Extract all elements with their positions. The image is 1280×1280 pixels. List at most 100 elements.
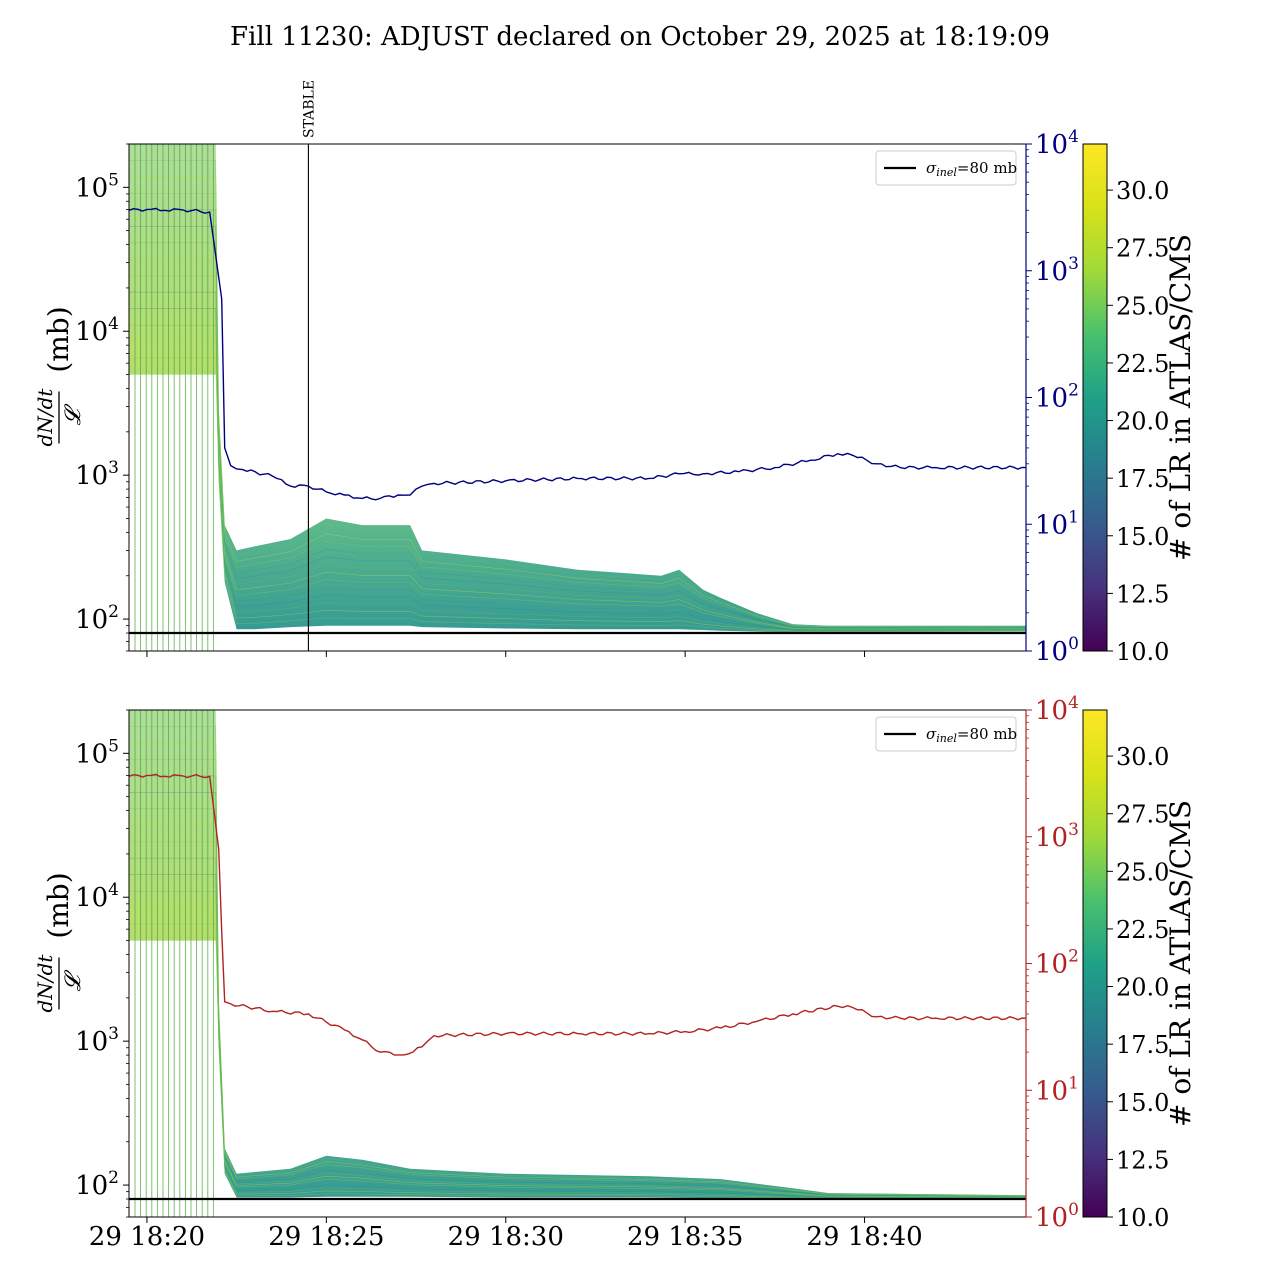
right-y-tick-base: 10 — [1035, 130, 1068, 160]
y-tick-base: 10 — [75, 739, 108, 769]
y-label-unit: (mb) — [42, 872, 75, 938]
lr-trace — [129, 308, 1026, 631]
colorbar-tick-label: 17.5 — [1116, 1031, 1169, 1059]
legend-sigma: σ — [926, 725, 937, 743]
right-y-tick-label: 102 — [1035, 947, 1079, 980]
y-tick-exp: 3 — [108, 1024, 119, 1044]
y-axis-label: dN/dt 𝓛 (mb) — [33, 872, 86, 1012]
colorbar-tick-label: 12.5 — [1116, 1146, 1169, 1174]
y-tick-label: 103 — [75, 1024, 119, 1057]
lr-band-0 — [129, 144, 1026, 633]
y-label-unit: (mb) — [42, 306, 75, 372]
lr-trace — [129, 242, 1026, 629]
colorbar-tick-label: 10.0 — [1116, 638, 1169, 666]
legend-rest: =80 mb — [957, 159, 1017, 177]
lr-trace — [129, 759, 1026, 1197]
y-tick-exp: 5 — [108, 170, 119, 190]
lr-trace — [129, 193, 1026, 628]
right-y-tick-label: 100 — [1035, 634, 1079, 667]
lr-trace — [129, 259, 1026, 630]
right-y-tick-base: 10 — [1035, 510, 1068, 540]
y-tick-base: 10 — [75, 883, 108, 913]
right-y-tick-base: 10 — [1035, 696, 1068, 726]
right-y-tick-label: 102 — [1035, 381, 1079, 414]
lr-trace — [129, 923, 1026, 1199]
right-y-tick-exp: 4 — [1068, 127, 1079, 147]
colorbar-tick-label: 27.5 — [1116, 801, 1169, 829]
y-tick-exp: 5 — [108, 736, 119, 756]
y-tick-label: 105 — [75, 170, 119, 203]
lr-trace — [129, 176, 1026, 627]
right-y-tick-exp: 4 — [1068, 693, 1079, 713]
colorbar-tick-label: 20.0 — [1116, 408, 1169, 436]
axes-frame — [128, 709, 1027, 1218]
y-label-numerator: dN/dt — [33, 954, 57, 1013]
lr-trace — [129, 357, 1026, 633]
lr-trace — [129, 341, 1026, 632]
x-tick-label: 29 18:30 — [448, 1222, 564, 1252]
right-y-tick-exp: 0 — [1068, 634, 1079, 654]
y-tick-label: 105 — [75, 736, 119, 769]
y-tick-base: 10 — [75, 317, 108, 347]
x-tick-label: 29 18:20 — [89, 1222, 205, 1252]
right-y-tick-label: 101 — [1035, 1073, 1079, 1106]
lr-band-0 — [129, 710, 1026, 1199]
right-y-tick-exp: 1 — [1068, 507, 1079, 527]
right-y-tick-base: 10 — [1035, 950, 1068, 980]
colorbar — [1082, 709, 1108, 1218]
y-tick-exp: 4 — [108, 314, 119, 334]
legend-box — [875, 716, 1017, 752]
right-y-tick-exp: 2 — [1068, 381, 1079, 401]
colorbar — [1082, 143, 1108, 652]
right-y-tick-exp: 0 — [1068, 1200, 1079, 1220]
colorbar-tick-label: 12.5 — [1116, 580, 1169, 608]
lr-trace — [129, 808, 1026, 1198]
colorbar-tick-label: 10.0 — [1116, 1204, 1169, 1232]
y-label-denominator: 𝓛 — [61, 404, 86, 426]
colorbar-label: # of LR in ATLAS/CMS — [1164, 800, 1197, 1127]
colorbar-tick-label: 25.0 — [1116, 858, 1169, 886]
colorbar-tick-label: 22.5 — [1116, 350, 1169, 378]
right-axis-series-line — [129, 207, 1026, 501]
y-tick-exp: 2 — [108, 1168, 119, 1188]
right-y-tick-base: 10 — [1035, 1203, 1068, 1233]
right-y-tick-label: 104 — [1035, 127, 1079, 160]
y-tick-base: 10 — [75, 173, 108, 203]
y-tick-exp: 4 — [108, 880, 119, 900]
y-tick-label: 104 — [75, 880, 119, 913]
colorbar-tick-label: 22.5 — [1116, 916, 1169, 944]
legend-label: σinel=80 mb — [926, 159, 1017, 179]
colorbar-tick-label: 27.5 — [1116, 235, 1169, 263]
lr-trace — [129, 742, 1026, 1197]
y-label-numerator: dN/dt — [33, 388, 57, 447]
lr-trace — [129, 825, 1026, 1198]
figure-title: Fill 11230: ADJUST declared on October 2… — [230, 22, 1050, 52]
right-y-tick-label: 104 — [1035, 693, 1079, 726]
y-tick-exp: 2 — [108, 602, 119, 622]
lr-trace — [129, 857, 1026, 1198]
y-label-denominator: 𝓛 — [61, 970, 86, 992]
legend-label: σinel=80 mb — [926, 725, 1017, 745]
colorbar-tick-label: 17.5 — [1116, 465, 1169, 493]
right-axis-series-line — [129, 773, 1026, 1056]
y-tick-base: 10 — [75, 1171, 108, 1201]
plot-area — [129, 144, 1026, 651]
lr-trace — [129, 275, 1026, 630]
right-y-tick-base: 10 — [1035, 384, 1068, 414]
colorbar-label: # of LR in ATLAS/CMS — [1164, 234, 1197, 561]
lr-trace — [129, 226, 1026, 629]
lr-trace — [129, 874, 1026, 1199]
legend-sub: inel — [936, 166, 957, 179]
y-tick-base: 10 — [75, 461, 108, 491]
y-tick-base: 10 — [75, 1027, 108, 1057]
y-tick-label: 102 — [75, 602, 119, 635]
x-tick-label: 29 18:35 — [627, 1222, 743, 1252]
right-y-tick-exp: 3 — [1068, 820, 1079, 840]
lr-trace — [129, 907, 1026, 1199]
stable-marker-label: STABLE — [301, 80, 317, 138]
lr-trace — [129, 792, 1026, 1197]
x-tick-label: 29 18:25 — [268, 1222, 384, 1252]
